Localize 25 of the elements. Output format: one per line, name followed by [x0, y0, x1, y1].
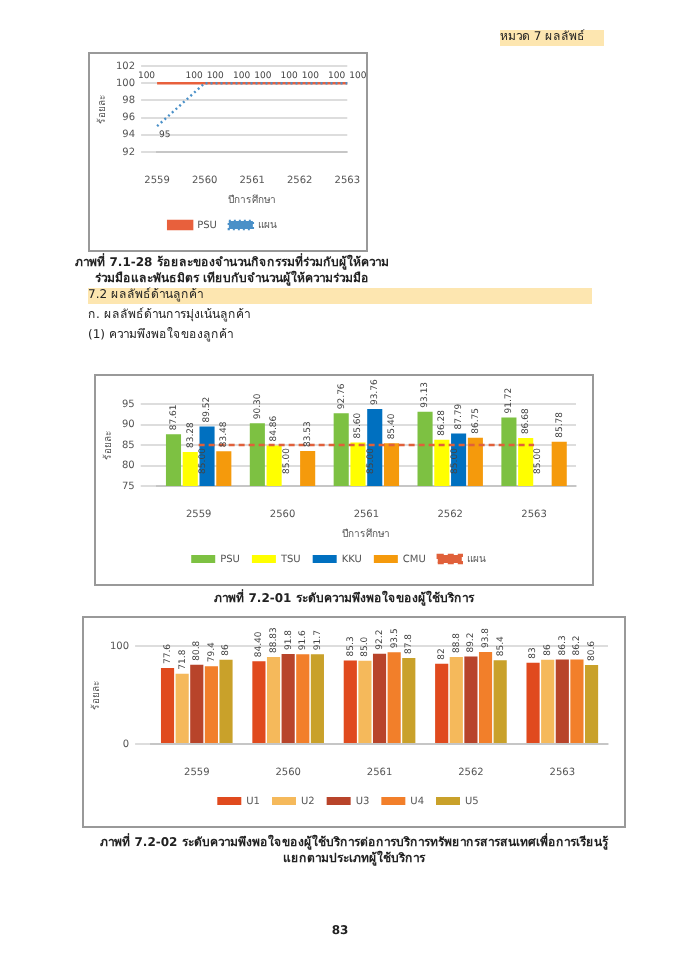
bar: [310, 654, 324, 743]
bar: [190, 664, 204, 743]
bar: [526, 662, 540, 743]
bar: [358, 660, 372, 743]
bar: [493, 660, 507, 743]
bar: [402, 657, 416, 743]
bar: [160, 667, 175, 743]
bar: [584, 665, 599, 743]
bar: [372, 653, 387, 743]
bar: [541, 659, 555, 743]
bar: [266, 656, 281, 743]
bar: [219, 659, 233, 743]
bar: [387, 652, 401, 743]
bar: [204, 666, 218, 743]
bar: [478, 652, 493, 743]
bar: [570, 659, 584, 743]
bar: [252, 661, 266, 743]
bar: [343, 660, 357, 743]
bar: [175, 673, 189, 743]
bar: [464, 656, 478, 743]
bar: [555, 659, 569, 743]
bar: [435, 663, 449, 743]
bar: [281, 654, 295, 743]
bar: [296, 654, 310, 743]
bar: [449, 656, 463, 743]
